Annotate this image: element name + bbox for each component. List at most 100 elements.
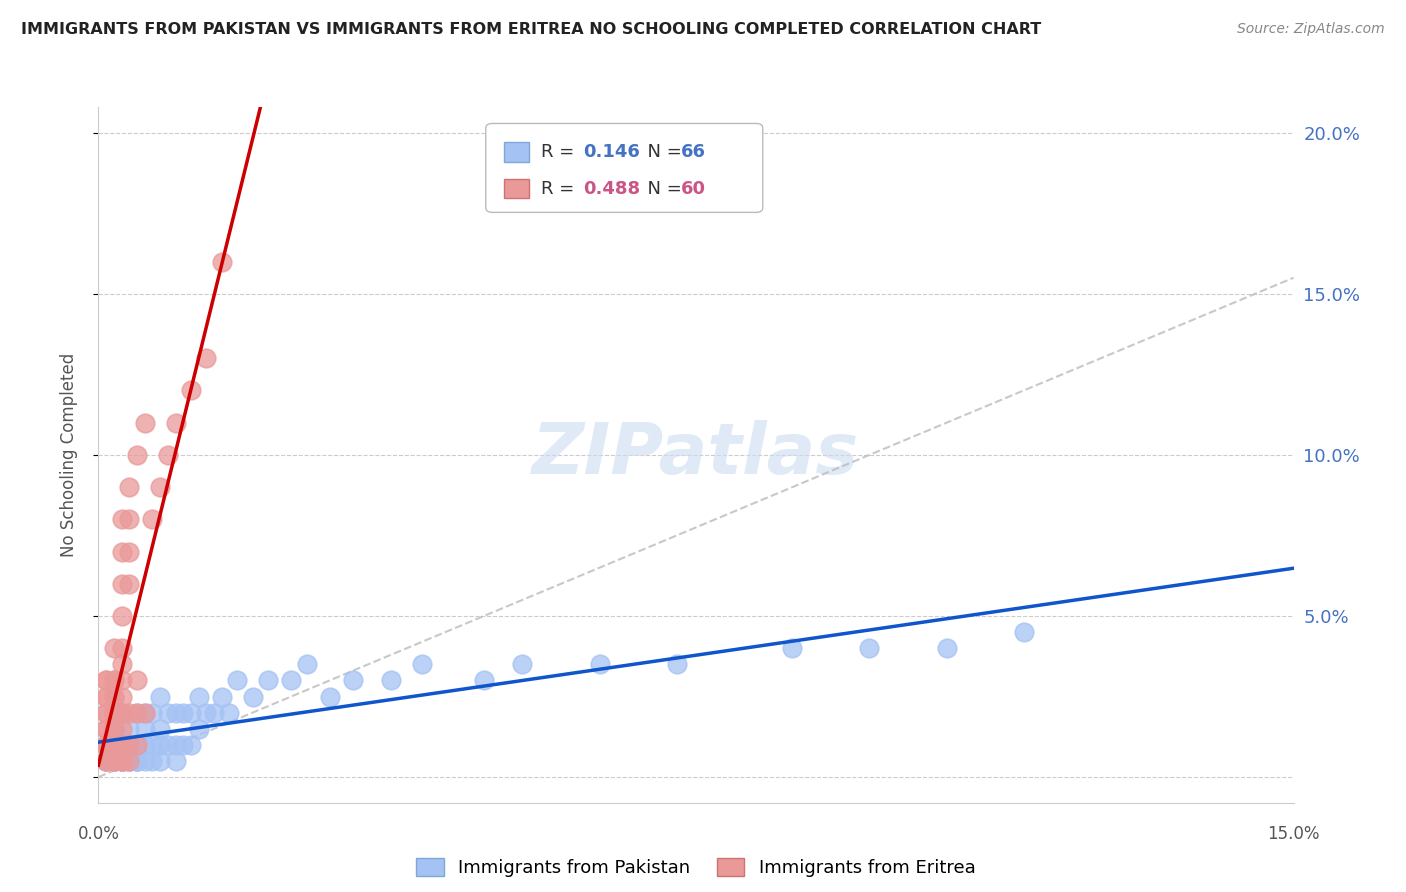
- Point: [94, 754, 117, 768]
- Text: N =: N =: [637, 179, 688, 197]
- Point: [149, 480, 172, 494]
- Point: [103, 690, 125, 704]
- Point: [103, 754, 125, 768]
- Point: [411, 657, 433, 672]
- Point: [94, 738, 117, 752]
- Point: [295, 657, 318, 672]
- Point: [110, 544, 132, 558]
- Point: [125, 738, 148, 752]
- Point: [94, 706, 117, 720]
- Point: [94, 690, 117, 704]
- Point: [125, 754, 148, 768]
- Point: [165, 754, 187, 768]
- Point: [110, 673, 132, 688]
- Point: [141, 738, 163, 752]
- Point: [195, 351, 218, 366]
- Point: [141, 512, 163, 526]
- Point: [118, 576, 141, 591]
- Text: N =: N =: [637, 143, 688, 161]
- Point: [110, 754, 132, 768]
- Point: [94, 722, 117, 736]
- Text: Source: ZipAtlas.com: Source: ZipAtlas.com: [1237, 22, 1385, 37]
- Point: [935, 641, 957, 656]
- Point: [103, 738, 125, 752]
- Point: [218, 706, 240, 720]
- Point: [380, 673, 402, 688]
- Point: [103, 673, 125, 688]
- Point: [665, 657, 688, 672]
- Point: [118, 722, 141, 736]
- Point: [94, 690, 117, 704]
- Point: [1012, 625, 1035, 640]
- Legend: Immigrants from Pakistan, Immigrants from Eritrea: Immigrants from Pakistan, Immigrants fro…: [409, 850, 983, 884]
- Point: [110, 657, 132, 672]
- Text: R =: R =: [540, 179, 579, 197]
- Point: [118, 738, 141, 752]
- Point: [242, 690, 264, 704]
- Point: [94, 738, 117, 752]
- Point: [134, 754, 156, 768]
- Point: [172, 738, 194, 752]
- Point: [134, 722, 156, 736]
- Point: [512, 657, 534, 672]
- Point: [211, 690, 233, 704]
- Point: [172, 706, 194, 720]
- Point: [94, 673, 117, 688]
- Point: [103, 754, 125, 768]
- Point: [94, 722, 117, 736]
- Point: [110, 690, 132, 704]
- Point: [156, 738, 179, 752]
- Point: [94, 754, 117, 768]
- Point: [103, 738, 125, 752]
- Point: [149, 738, 172, 752]
- Point: [110, 722, 132, 736]
- Point: [110, 738, 132, 752]
- Point: [125, 706, 148, 720]
- Text: 60: 60: [682, 179, 706, 197]
- Point: [110, 754, 132, 768]
- Point: [103, 673, 125, 688]
- Point: [342, 673, 364, 688]
- Text: 66: 66: [682, 143, 706, 161]
- Point: [110, 706, 132, 720]
- Point: [94, 706, 117, 720]
- Point: [94, 754, 117, 768]
- Point: [118, 738, 141, 752]
- Point: [134, 706, 156, 720]
- Point: [180, 738, 202, 752]
- Point: [110, 512, 132, 526]
- Point: [125, 706, 148, 720]
- Point: [134, 706, 156, 720]
- Point: [103, 738, 125, 752]
- Point: [280, 673, 302, 688]
- Point: [118, 480, 141, 494]
- Point: [110, 754, 132, 768]
- Point: [141, 706, 163, 720]
- Point: [125, 754, 148, 768]
- Point: [134, 738, 156, 752]
- Point: [202, 706, 225, 720]
- Point: [110, 641, 132, 656]
- Point: [94, 673, 117, 688]
- Point: [226, 673, 249, 688]
- Y-axis label: No Schooling Completed: No Schooling Completed: [59, 353, 77, 557]
- Point: [118, 754, 141, 768]
- Point: [103, 754, 125, 768]
- Text: ZIPatlas: ZIPatlas: [533, 420, 859, 490]
- Point: [141, 754, 163, 768]
- Point: [103, 722, 125, 736]
- Point: [110, 576, 132, 591]
- Text: 15.0%: 15.0%: [1267, 825, 1320, 843]
- Point: [118, 754, 141, 768]
- Point: [118, 706, 141, 720]
- Point: [180, 706, 202, 720]
- Point: [103, 706, 125, 720]
- Point: [118, 754, 141, 768]
- Point: [149, 754, 172, 768]
- Point: [125, 448, 148, 462]
- Point: [156, 706, 179, 720]
- Text: IMMIGRANTS FROM PAKISTAN VS IMMIGRANTS FROM ERITREA NO SCHOOLING COMPLETED CORRE: IMMIGRANTS FROM PAKISTAN VS IMMIGRANTS F…: [21, 22, 1042, 37]
- Point: [110, 754, 132, 768]
- Point: [94, 738, 117, 752]
- Point: [319, 690, 342, 704]
